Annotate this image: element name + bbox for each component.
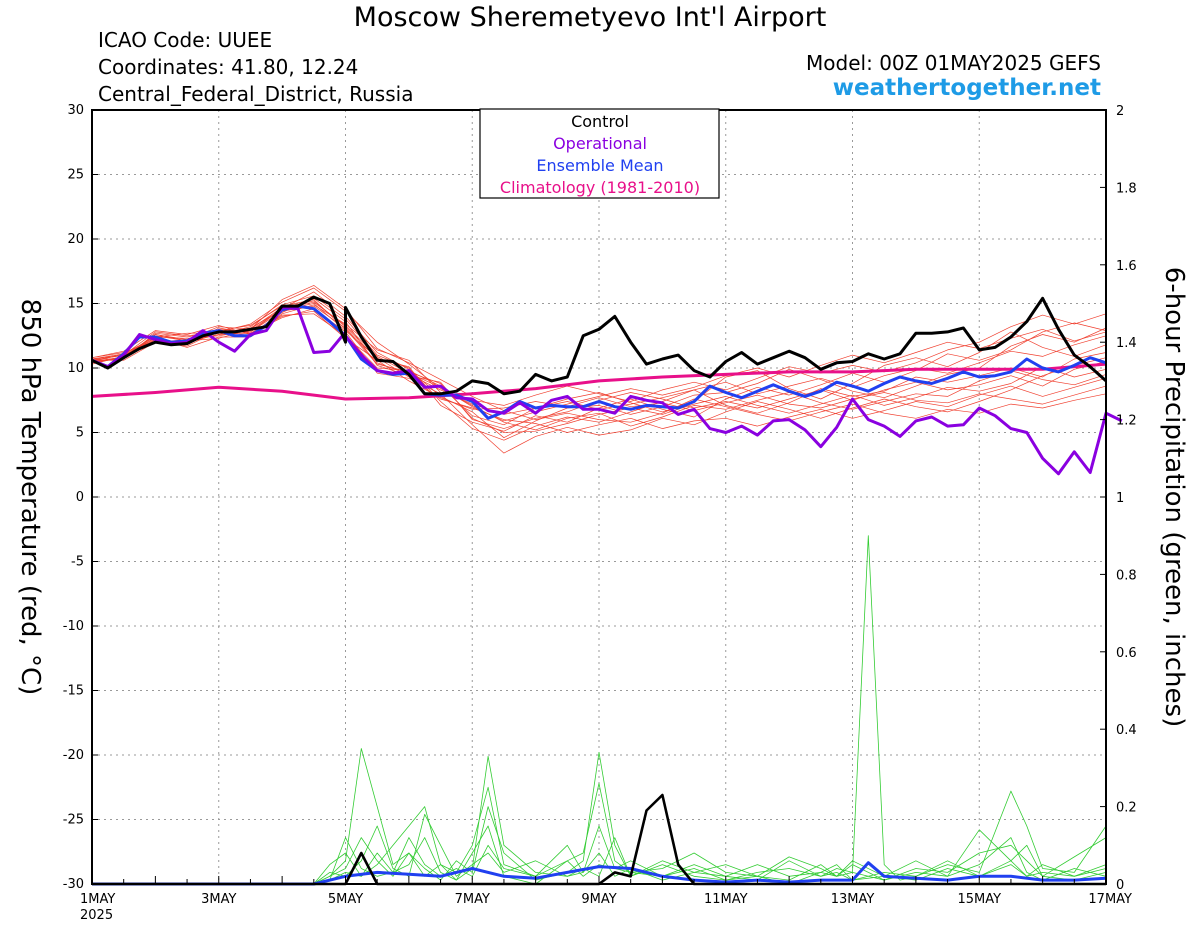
x-year-label: 2025	[80, 908, 113, 923]
y-axis-label-right: 6-hour Precipitation (green, inches)	[1159, 266, 1189, 728]
climatology-temperature-line	[91, 362, 1107, 401]
grid-lines	[92, 110, 1106, 884]
member-precip-line	[92, 783, 1107, 885]
y-tick-label-left: 30	[67, 103, 84, 118]
y-tick-label-right: 1	[1116, 491, 1124, 506]
y-axis-label-left: 850 hPa Temperature (red, °C)	[15, 298, 45, 696]
main-series	[91, 295, 1123, 886]
y-tick-label-right: 0.8	[1116, 568, 1137, 583]
y-tick-label-right: 1.8	[1116, 181, 1137, 196]
chart-title: Moscow Sheremetyevo Int'l Airport	[353, 2, 827, 33]
legend-entry: Ensemble Mean	[536, 156, 663, 175]
x-tick-label: 9MAY	[581, 892, 616, 907]
x-tick-label: 17MAY	[1088, 892, 1132, 907]
x-tick-label: 7MAY	[455, 892, 490, 907]
x-tick-label: 5MAY	[328, 892, 363, 907]
y-tick-label-left: 5	[76, 426, 84, 441]
y-tick-label-left: -5	[71, 555, 84, 570]
legend: Control Operational Ensemble Mean Climatolo…	[479, 108, 720, 199]
member-temperature-line	[92, 303, 1107, 433]
y-tick-label-right: 1.6	[1116, 259, 1137, 274]
icao-code: ICAO Code: UUEE	[98, 28, 273, 52]
plot-area-frame	[91, 109, 1107, 885]
y-tick-label-right: 1.4	[1116, 336, 1137, 351]
y-tick-label-left: -25	[63, 813, 84, 828]
x-tick-label: 1MAY	[80, 892, 115, 907]
legend-entry: Operational	[553, 134, 647, 153]
legend-entry: Climatology (1981-2010)	[500, 178, 700, 197]
y-tick-label-left: 0	[76, 490, 84, 505]
legend-box	[479, 108, 720, 199]
y-tick-label-left: 15	[67, 297, 84, 312]
x-tick-label: 13MAY	[831, 892, 875, 907]
operational-temperature-line	[91, 305, 1123, 476]
y-tick-label-left: -15	[63, 684, 84, 699]
member-temperature-line	[92, 299, 1107, 433]
member-temperature-line	[91, 291, 1107, 439]
y-tick-label-right: 1.2	[1116, 414, 1137, 429]
member-temperature-line	[91, 285, 1107, 423]
x-tick-label: 15MAY	[957, 892, 1001, 907]
y-tick-label-left: 10	[67, 361, 84, 376]
y-tick-label-left: -30	[63, 877, 84, 892]
control-temperature-line	[91, 295, 1108, 396]
region: Central_Federal_District, Russia	[98, 82, 414, 106]
control-precip-line	[92, 793, 1106, 886]
y-tick-label-right: 0.4	[1116, 723, 1137, 738]
y-tick-label-right: 0.6	[1116, 646, 1137, 661]
x-tick-label: 3MAY	[201, 892, 236, 907]
y-tick-label-right: 0	[1116, 878, 1124, 893]
y-tick-label-left: -10	[63, 619, 84, 634]
y-tick-label-right: 0.2	[1116, 801, 1137, 816]
legend-entry: Control	[571, 112, 629, 131]
y-tick-label-left: -20	[63, 748, 84, 763]
member-temperature-line	[91, 301, 1107, 422]
website-link[interactable]: weathertogether.net	[832, 75, 1101, 101]
y-tick-label-left: 20	[67, 232, 84, 247]
y-tick-label-left: 25	[67, 168, 84, 183]
member-temperature-line	[91, 287, 1107, 431]
x-tick-label: 11MAY	[704, 892, 748, 907]
coordinates: Coordinates: 41.80, 12.24	[98, 55, 359, 79]
model-run: Model: 00Z 01MAY2025 GEFS	[806, 51, 1101, 75]
ensemble-mean-precip-line	[92, 861, 1107, 886]
axis-ticks: 302520151050-5-10-15-20-25-3021.81.61.41…	[63, 103, 1137, 923]
y-tick-label-right: 2	[1116, 104, 1124, 119]
